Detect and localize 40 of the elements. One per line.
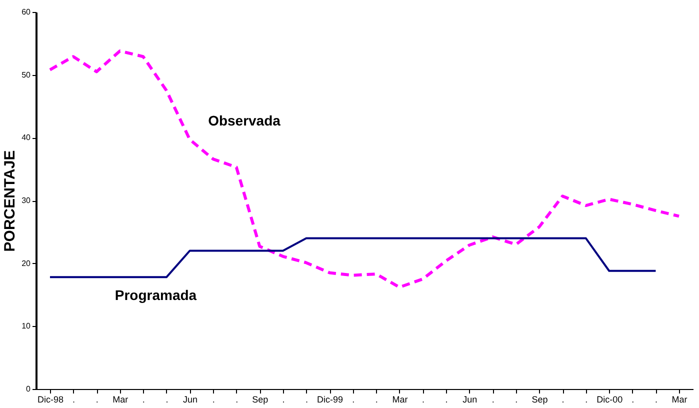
y-axis-title: PORCENTAJE bbox=[2, 150, 19, 252]
x-tick-label: Sep bbox=[532, 394, 548, 404]
x-tick-label: . bbox=[632, 394, 634, 404]
x-tick-label: . bbox=[422, 394, 425, 404]
y-tick-label: 10 bbox=[22, 322, 32, 331]
x-tick-label: Mar bbox=[672, 394, 688, 404]
x-tick-label: . bbox=[654, 394, 658, 404]
y-tick-label: 50 bbox=[22, 70, 32, 80]
line-series bbox=[48, 237, 657, 278]
x-tick-label: Jun bbox=[462, 394, 478, 404]
x-tick-label: Dic-00 bbox=[596, 394, 623, 404]
x-tick-label: Dic-98 bbox=[37, 394, 64, 404]
x-tick-label: . bbox=[166, 394, 168, 404]
x-tick-label: . bbox=[375, 394, 378, 404]
x-tick-label: . bbox=[585, 394, 588, 404]
x-tick-label: . bbox=[212, 394, 215, 404]
y-tick-label: 20 bbox=[22, 258, 32, 268]
x-tick-label: Jun bbox=[183, 394, 198, 404]
x-tick-label: . bbox=[282, 394, 285, 404]
y-tick-label: 40 bbox=[22, 133, 32, 142]
x-tick-label: . bbox=[72, 394, 76, 404]
x-tick-label: . bbox=[352, 394, 355, 404]
series-label: Observada bbox=[208, 112, 281, 128]
x-tick-label: . bbox=[305, 394, 308, 404]
y-tick-label: 60 bbox=[22, 8, 32, 16]
x-tick-label: . bbox=[562, 394, 564, 404]
line-series bbox=[48, 49, 681, 289]
series-label: Programada bbox=[114, 287, 197, 304]
x-tick-label: . bbox=[492, 394, 494, 404]
x-tick-label: . bbox=[445, 394, 448, 404]
x-tick-label: . bbox=[515, 394, 518, 404]
x-tick-label: Mar bbox=[112, 394, 128, 404]
x-tick-label: Mar bbox=[392, 394, 408, 404]
x-tick-label: . bbox=[142, 394, 145, 404]
y-tick-label: 30 bbox=[22, 196, 32, 205]
x-tick-label: . bbox=[236, 394, 238, 404]
y-tick-label: 0 bbox=[26, 384, 32, 394]
x-tick-label: Dic-99 bbox=[317, 394, 344, 404]
x-tick-label: . bbox=[96, 394, 98, 404]
x-tick-label: Sep bbox=[252, 394, 268, 404]
